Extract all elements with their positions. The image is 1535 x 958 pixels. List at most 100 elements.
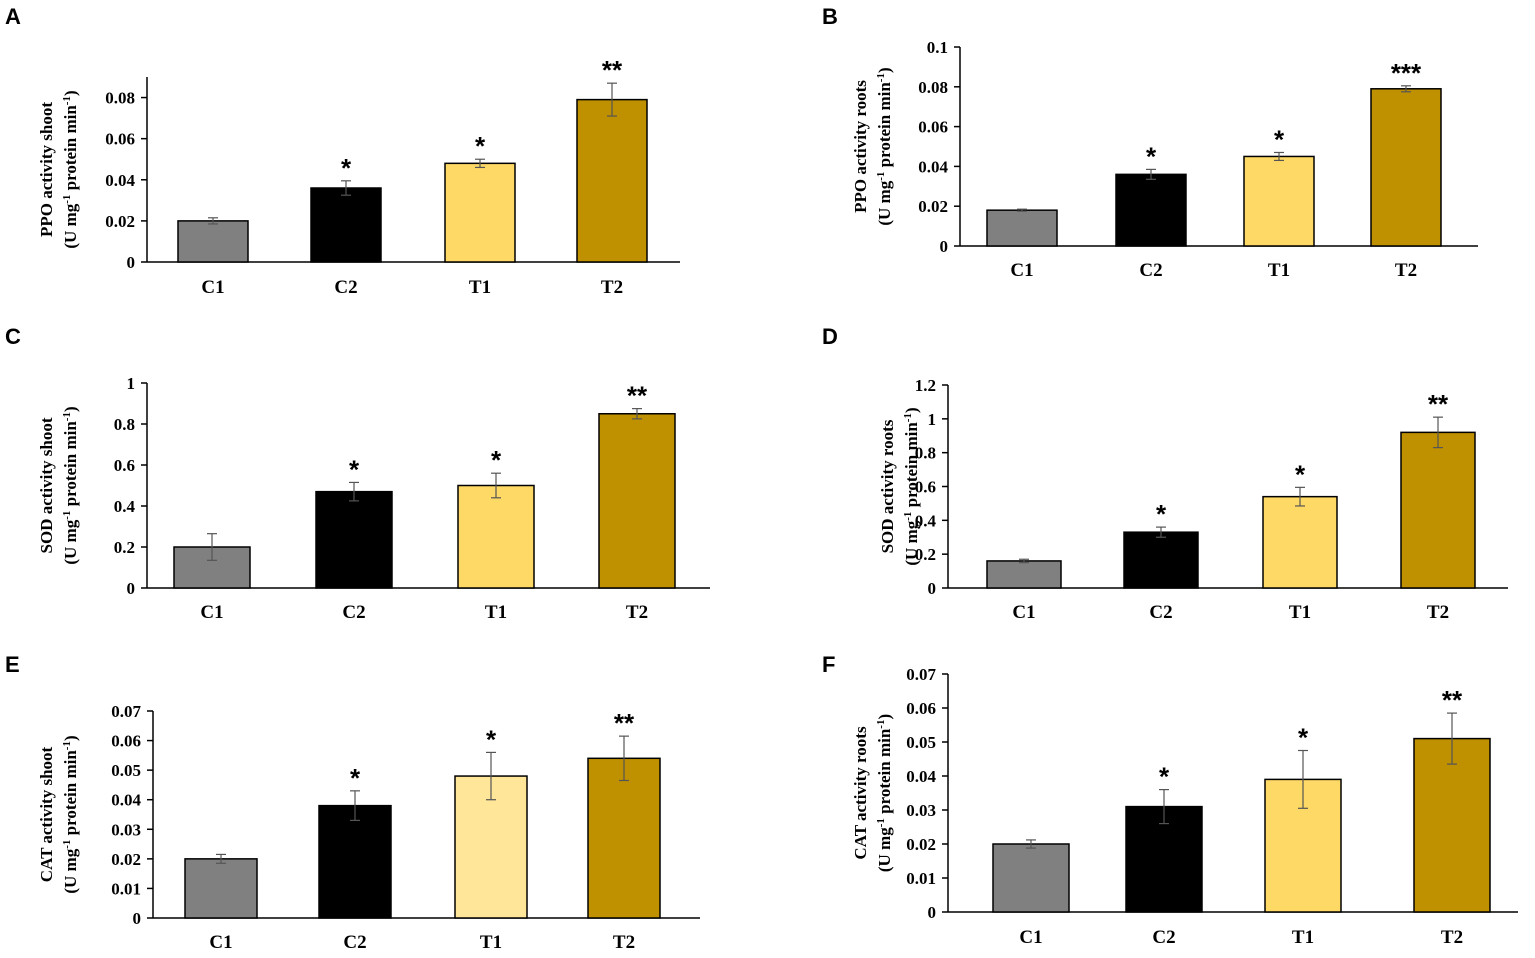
y-tick-label: 0.07	[906, 665, 936, 684]
unit-text: (U mg	[61, 203, 80, 248]
unit-text: protein min	[902, 422, 921, 512]
y-tick-label: 0.05	[906, 733, 936, 752]
unit-superscript: -1	[875, 818, 887, 827]
y-axis-title: CAT activity roots	[851, 726, 870, 860]
unit-superscript: -1	[61, 511, 73, 520]
x-category-label: T1	[469, 277, 491, 298]
bar-t2	[1400, 431, 1476, 589]
unit-superscript: -1	[875, 73, 887, 82]
y-axis-units: (U mg-1 protein min-1)	[875, 67, 894, 225]
y-tick-label: 0.04	[111, 791, 141, 810]
unit-superscript: -1	[61, 840, 73, 849]
significance-marker: **	[1428, 389, 1449, 419]
x-category-label: C1	[201, 277, 224, 298]
unit-text: protein min	[61, 421, 80, 511]
bar-c1	[992, 843, 1070, 913]
bar-t1	[457, 484, 535, 589]
bar-c1	[177, 220, 249, 263]
unit-text: (U mg	[902, 520, 921, 565]
y-axis-title: SOD activity shoot	[37, 417, 56, 553]
bar-t1	[444, 162, 516, 263]
y-tick-label: 0.2	[114, 538, 135, 557]
x-category-label: T1	[485, 602, 507, 623]
y-tick-label: 0.04	[906, 767, 936, 786]
x-category-label: C2	[1149, 602, 1172, 623]
unit-text: )	[902, 407, 921, 413]
y-tick-label: 0.6	[915, 478, 936, 497]
y-tick-label: 0.06	[105, 130, 135, 149]
y-tick-label: 1	[127, 374, 136, 393]
x-category-label: C2	[343, 932, 366, 953]
unit-text: )	[61, 90, 80, 96]
y-tick-label: 0.02	[906, 835, 936, 854]
y-tick-label: 0	[127, 253, 136, 272]
y-tick-label: 1	[928, 410, 937, 429]
y-axis-title: SOD activity roots	[878, 419, 897, 553]
y-tick-label: 0.03	[906, 801, 936, 820]
unit-text: )	[61, 735, 80, 741]
bar-t2	[1370, 88, 1442, 247]
y-tick-label: 0.03	[111, 820, 141, 839]
significance-marker: *	[349, 454, 360, 484]
unit-superscript: -1	[875, 720, 887, 729]
unit-superscript: -1	[61, 195, 73, 204]
x-category-label: C2	[1152, 927, 1175, 948]
x-category-label: T1	[1289, 602, 1311, 623]
panel-letter: F	[822, 652, 835, 677]
y-tick-label: 0.01	[906, 869, 936, 888]
bar-c1	[986, 209, 1058, 247]
y-tick-label: 0.05	[111, 761, 141, 780]
bar-c2	[1115, 173, 1187, 247]
x-category-label: C2	[334, 277, 357, 298]
significance-marker: *	[475, 131, 486, 161]
significance-marker: **	[602, 55, 623, 85]
panel-letter: B	[822, 4, 838, 29]
y-axis-units: (U mg-1 protein min-1)	[902, 407, 921, 565]
x-category-label: T1	[1268, 260, 1290, 281]
x-category-label: C1	[1012, 602, 1035, 623]
bar-t1	[1262, 495, 1338, 589]
y-tick-label: 1.2	[915, 376, 936, 395]
x-category-label: C1	[1010, 260, 1033, 281]
unit-superscript: -1	[875, 172, 887, 181]
y-tick-label: 0	[127, 579, 136, 598]
significance-marker: **	[1442, 685, 1463, 715]
x-category-label: C1	[209, 932, 232, 953]
significance-marker: *	[1274, 124, 1285, 154]
bar-c2	[310, 187, 382, 263]
x-category-label: T1	[480, 932, 502, 953]
chart-panel-d: D 0 0.2 0.4 0.6 0.8 1 1.2 SOD activity roots (U m…	[822, 324, 1508, 623]
y-tick-label: 0.08	[105, 89, 135, 108]
bar-t2	[587, 757, 661, 919]
unit-text: protein min	[875, 82, 894, 172]
chart-panel-f: F 0 0.01 0.02 0.03 0.04 0.05 0.06 0.07 CAT activi…	[822, 652, 1518, 948]
unit-superscript: -1	[61, 96, 73, 105]
unit-superscript: -1	[902, 413, 914, 422]
panel-letter: D	[822, 324, 838, 349]
y-axis-title: PPO activity roots	[851, 80, 870, 213]
x-category-label: T2	[1395, 260, 1417, 281]
unit-text: (U mg	[875, 827, 894, 872]
x-category-label: T2	[601, 277, 623, 298]
y-tick-label: 0.07	[111, 702, 141, 721]
significance-marker: *	[1146, 141, 1157, 171]
y-tick-label: 0.02	[918, 197, 948, 216]
y-tick-label: 0	[133, 909, 142, 928]
y-tick-label: 0.1	[927, 38, 948, 57]
y-axis-units: (U mg-1 protein min-1)	[875, 714, 894, 872]
unit-text: (U mg	[61, 848, 80, 893]
y-axis-units: (U mg-1 protein min-1)	[61, 406, 80, 564]
bar-t2	[598, 413, 676, 589]
x-category-label: T1	[1292, 927, 1314, 948]
y-axis-units: (U mg-1 protein min-1)	[61, 735, 80, 893]
unit-text: (U mg	[875, 180, 894, 225]
significance-marker: *	[1159, 762, 1170, 792]
unit-text: )	[875, 714, 894, 720]
chart-panel-b: B 0 0.02 0.04 0.06 0.08 0.1 PPO activity roots (…	[822, 4, 1478, 281]
panel-letter: E	[5, 652, 20, 677]
unit-superscript: -1	[902, 512, 914, 521]
unit-text: )	[61, 406, 80, 412]
bar-t2	[1413, 737, 1491, 913]
y-tick-label: 0	[940, 237, 949, 256]
